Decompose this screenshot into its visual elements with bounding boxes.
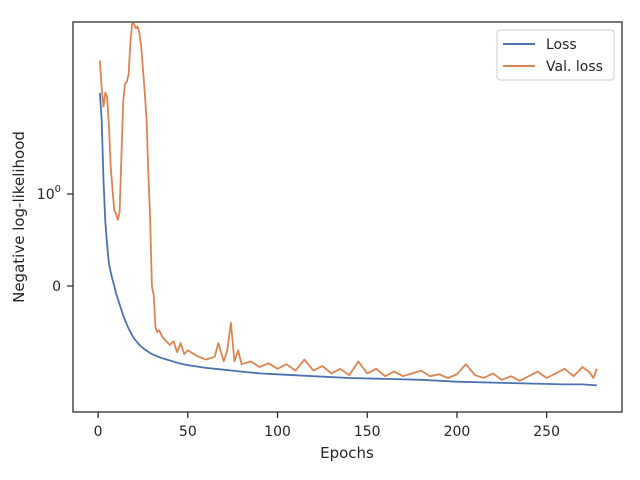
legend-box (496, 29, 615, 81)
legend-label: Loss (546, 37, 577, 53)
legend: Loss Val. loss (496, 29, 615, 81)
x-tick-label: 150 (354, 424, 381, 440)
x-tick-label: 100 (264, 424, 291, 440)
series-line-loss (99, 92, 597, 387)
y-axis-label: Negative log-likelihood (10, 131, 28, 303)
x-tick-label: 50 (179, 424, 197, 440)
y-axis: 100 0 (37, 184, 73, 295)
plot-frame (72, 21, 623, 413)
legend-label: Val. loss (546, 59, 603, 75)
x-axis: 0 50 100 150 200 250 (94, 412, 560, 440)
y-tick-label: 100 (37, 184, 61, 203)
y-tick-label: 0 (52, 279, 61, 295)
x-axis-label: Epochs (320, 444, 374, 462)
x-tick-label: 0 (94, 424, 103, 440)
x-tick-label: 250 (533, 424, 560, 440)
series-line-val-loss (99, 22, 598, 382)
series-layer (99, 22, 598, 387)
x-tick-label: 200 (444, 424, 471, 440)
